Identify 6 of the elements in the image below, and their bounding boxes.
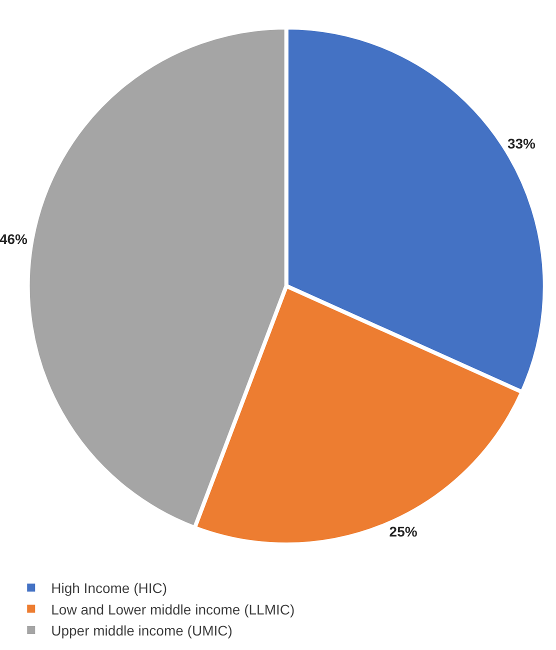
- data-label: 33%: [507, 135, 536, 152]
- data-label: 46%: [0, 231, 28, 248]
- legend-label: Upper middle income (UMIC): [51, 622, 232, 638]
- data-label: 25%: [389, 524, 418, 540]
- legend-label: High Income (HIC): [51, 580, 168, 596]
- legend-label: Low and Lower middle income (LLMIC): [51, 601, 295, 618]
